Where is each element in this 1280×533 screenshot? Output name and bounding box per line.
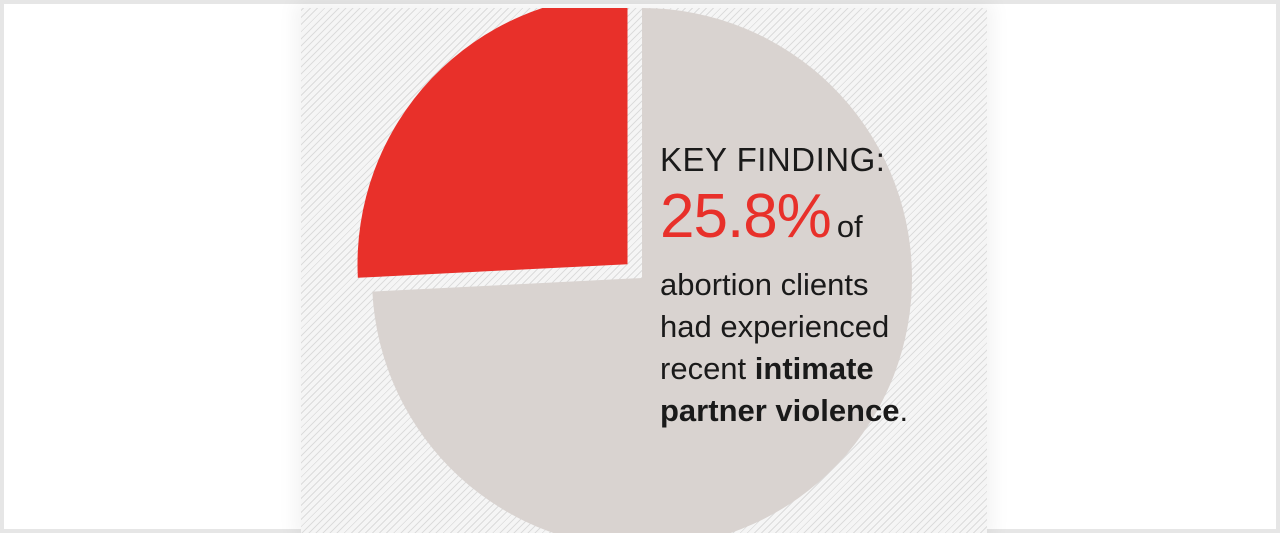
description-recent: recent — [660, 351, 747, 386]
description-line-2: had experienced — [660, 309, 890, 344]
description-line-4: partner violence. — [660, 390, 980, 432]
description-line-1: abortion clients — [660, 267, 869, 302]
key-finding-block: KEY FINDING: 25.8% of abortion clients ha… — [660, 140, 980, 432]
description-line-3: recent intimate — [660, 348, 980, 390]
pie-slice-remainder — [372, 8, 912, 533]
description-intimate: intimate — [754, 351, 874, 386]
description-partner-violence: partner violence — [660, 393, 900, 428]
key-finding-heading: KEY FINDING: — [660, 141, 886, 178]
infographic-panel: KEY FINDING: 25.8% of abortion clients ha… — [301, 8, 987, 533]
pie-chart — [357, 8, 912, 533]
stat-value: 25.8% — [660, 182, 832, 251]
stat-line: 25.8% of — [660, 182, 980, 268]
pie-slice-highlight — [357, 8, 628, 278]
finding-description: abortion clients had experienced recent … — [660, 264, 980, 432]
description-period: . — [899, 393, 909, 428]
stat-of-text: of — [836, 209, 863, 244]
